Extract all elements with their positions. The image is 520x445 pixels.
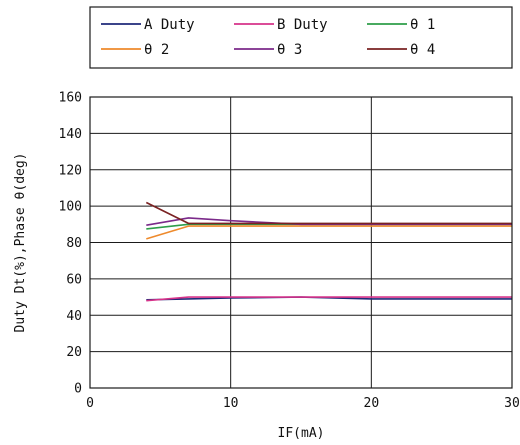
y-tick-label: 20 — [66, 345, 82, 360]
x-tick-label: 0 — [86, 396, 94, 411]
plot-border — [89, 96, 513, 389]
grid — [90, 97, 512, 388]
legend-label-6: θ 4 — [410, 42, 435, 58]
series-line-6 — [145, 201, 512, 225]
x-tick-label: 20 — [364, 396, 380, 411]
tick-labels: 0 20 40 60 80 100 120 140 160 0 10 20 30 — [59, 91, 520, 412]
legend-label-5: θ 3 — [277, 42, 302, 58]
y-tick-label: 100 — [59, 200, 82, 215]
y-tick-label: 40 — [66, 309, 82, 324]
y-tick-label: 60 — [66, 272, 82, 287]
series-lines — [145, 201, 512, 302]
plot-frame — [89, 96, 513, 389]
y-tick-label: 140 — [59, 127, 82, 142]
legend-label-1: A Duty — [144, 17, 195, 33]
y-tick-label: 120 — [59, 163, 82, 178]
x-tick-label: 30 — [504, 396, 520, 411]
series-line-2 — [146, 296, 512, 302]
x-tick-label: 10 — [223, 396, 239, 411]
legend-label-4: θ 2 — [144, 42, 169, 58]
y-axis-label: Duty Dt(%),Phase θ(deg) — [13, 152, 28, 332]
y-tick-label: 0 — [74, 382, 82, 397]
series-line-4 — [146, 225, 512, 240]
legend-label-2: B Duty — [277, 17, 328, 33]
y-tick-label: 160 — [59, 91, 82, 106]
x-axis-label: IF(mA) — [278, 426, 325, 441]
y-tick-label: 80 — [66, 236, 82, 251]
legend-label-3: θ 1 — [410, 17, 435, 33]
legend: A Duty B Duty θ 1 θ 2 θ 3 θ 4 — [89, 6, 513, 69]
legend-box — [89, 6, 513, 69]
